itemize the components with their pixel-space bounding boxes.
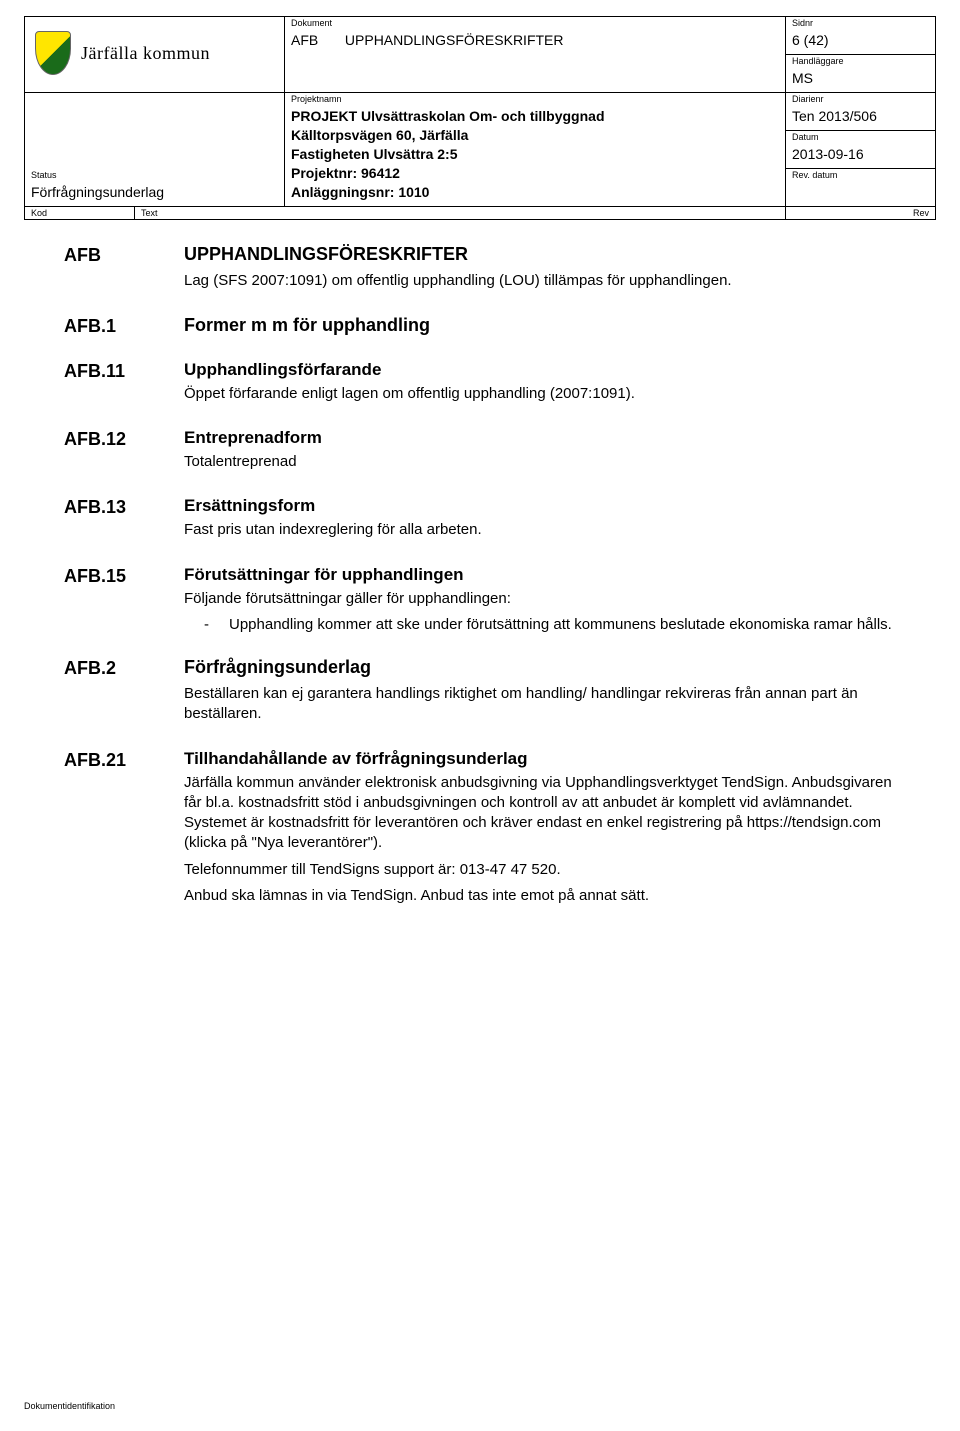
projekt-line1: PROJEKT Ulvsättraskolan Om- och tillbygg… (291, 108, 605, 124)
section-code: AFB.11 (64, 360, 184, 410)
dokument-title: UPPHANDLINGSFÖRESKRIFTER (345, 32, 564, 48)
section-afb1: AFB.1 Former m m för upphandling (64, 315, 896, 342)
section-code: AFB.2 (64, 657, 184, 731)
bullet-text: Upphandling kommer att ske under förutsä… (229, 615, 892, 635)
status-label: Status (31, 171, 278, 181)
diarienr-cell: Diarienr Ten 2013/506 (786, 92, 936, 130)
section-afb11: AFB.11 Upphandlingsförfarande Öppet förf… (64, 360, 896, 410)
handlaggare-label: Handläggare (792, 57, 929, 67)
document-page: Järfälla kommun Dokument AFB UPPHANDLING… (0, 0, 960, 1431)
section-paragraph: Totalentreprenad (184, 452, 896, 472)
section-afb12: AFB.12 Entreprenadform Totalentreprenad (64, 428, 896, 478)
section-afb2: AFB.2 Förfrågningsunderlag Beställaren k… (64, 657, 896, 731)
section-code: AFB.15 (64, 565, 184, 640)
diarienr-label: Diarienr (792, 95, 929, 105)
diarienr-value: Ten 2013/506 (792, 108, 877, 124)
sidnr-value: 6 (42) (792, 32, 829, 48)
dokument-code: AFB (291, 32, 318, 48)
bullet-item: - Upphandling kommer att ske under förut… (204, 615, 896, 635)
datum-value: 2013-09-16 (792, 146, 864, 162)
section-title: Förfrågningsunderlag (184, 657, 896, 678)
status-cell: Status Förfrågningsunderlag (25, 92, 285, 206)
section-code: AFB.13 (64, 496, 184, 546)
document-header: Järfälla kommun Dokument AFB UPPHANDLING… (24, 16, 936, 220)
section-title: Ersättningsform (184, 496, 896, 516)
dokument-label: Dokument (291, 19, 779, 29)
handlaggare-value: MS (792, 70, 813, 86)
handlaggare-cell: Handläggare MS (786, 54, 936, 92)
rev-label: Rev (786, 206, 936, 219)
section-paragraph: Beställaren kan ej garantera handlings r… (184, 684, 896, 725)
datum-cell: Datum 2013-09-16 (786, 130, 936, 168)
status-value: Förfrågningsunderlag (31, 184, 164, 200)
projekt-line5: Anläggningsnr: 1010 (291, 184, 429, 200)
projekt-line2: Källtorpsvägen 60, Järfälla (291, 127, 468, 143)
section-paragraph: Öppet förfarande enligt lagen om offentl… (184, 384, 896, 404)
section-code: AFB.21 (64, 749, 184, 913)
datum-label: Datum (792, 133, 929, 143)
section-title: Upphandlingsförfarande (184, 360, 896, 380)
section-afb: AFB UPPHANDLINGSFÖRESKRIFTER Lag (SFS 20… (64, 244, 896, 297)
crest-icon (35, 31, 71, 75)
section-paragraph: Fast pris utan indexreglering för alla a… (184, 520, 896, 540)
logo-cell: Järfälla kommun (25, 17, 285, 93)
section-title: Förutsättningar för upphandlingen (184, 565, 896, 585)
document-body: AFB UPPHANDLINGSFÖRESKRIFTER Lag (SFS 20… (24, 220, 936, 971)
section-code: AFB (64, 244, 184, 297)
revdatum-cell: Rev. datum (786, 168, 936, 206)
org-logo: Järfälla kommun (31, 19, 278, 87)
section-title: UPPHANDLINGSFÖRESKRIFTER (184, 244, 896, 265)
sidnr-label: Sidnr (792, 19, 929, 29)
sidnr-cell: Sidnr 6 (42) (786, 17, 936, 55)
dokument-cell: Dokument AFB UPPHANDLINGSFÖRESKRIFTER (285, 17, 786, 93)
document-footer: Dokumentidentifikation (24, 1401, 115, 1411)
projekt-line4: Projektnr: 96412 (291, 165, 400, 181)
section-title: Tillhandahållande av förfrågningsunderla… (184, 749, 896, 769)
kod-label: Kod (25, 206, 135, 219)
section-afb13: AFB.13 Ersättningsform Fast pris utan in… (64, 496, 896, 546)
section-code: AFB.12 (64, 428, 184, 478)
section-paragraph: Anbud ska lämnas in via TendSign. Anbud … (184, 886, 896, 906)
section-paragraph: Lag (SFS 2007:1091) om offentlig upphand… (184, 271, 896, 291)
text-label: Text (135, 206, 786, 219)
section-paragraph: Följande förutsättningar gäller för upph… (184, 589, 896, 609)
section-paragraph: Telefonnummer till TendSigns support är:… (184, 860, 896, 880)
section-afb21: AFB.21 Tillhandahållande av förfrågnings… (64, 749, 896, 913)
revdatum-label: Rev. datum (792, 171, 929, 181)
section-afb15: AFB.15 Förutsättningar för upphandlingen… (64, 565, 896, 640)
section-code: AFB.1 (64, 315, 184, 342)
section-title: Entreprenadform (184, 428, 896, 448)
projekt-cell: Projektnamn PROJEKT Ulvsättraskolan Om- … (285, 92, 786, 206)
section-paragraph: Järfälla kommun använder elektronisk anb… (184, 773, 896, 854)
section-title: Former m m för upphandling (184, 315, 896, 336)
dash-icon: - (204, 615, 209, 635)
org-name: Järfälla kommun (81, 43, 210, 64)
projekt-label: Projektnamn (291, 95, 779, 105)
projekt-line3: Fastigheten Ulvsättra 2:5 (291, 146, 458, 162)
